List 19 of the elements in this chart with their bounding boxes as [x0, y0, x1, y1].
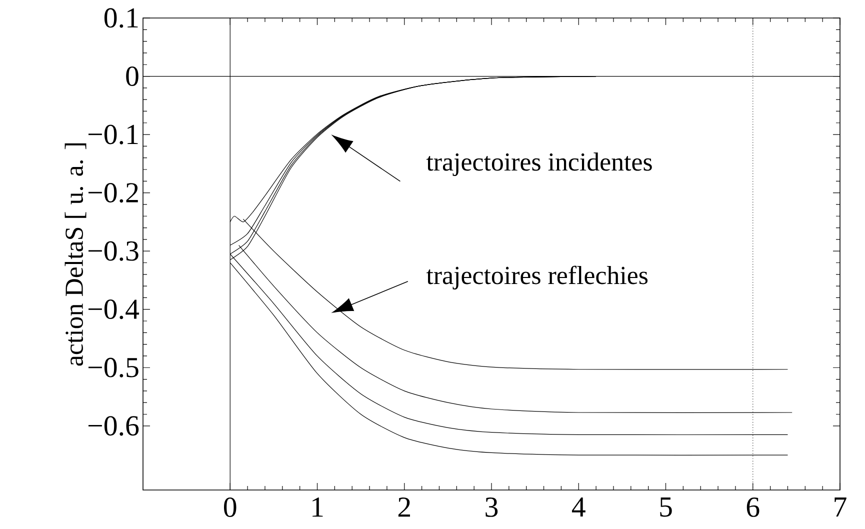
- y-tick-label: −0.1: [88, 124, 138, 144]
- y-axis-title: action DeltaS [ u. a. ]: [64, 143, 86, 366]
- annotation: trajectoires incidentes: [426, 152, 652, 176]
- x-tick-label: 2: [398, 498, 410, 517]
- y-tick-label: −0.3: [88, 241, 138, 261]
- y-tick-label: −0.4: [88, 300, 140, 320]
- x-tick-label: 6: [746, 498, 760, 517]
- annotation: trajectoires reflechies: [426, 266, 648, 290]
- x-tick-label: 7: [834, 498, 846, 516]
- x-tick-label: 3: [486, 498, 498, 517]
- x-tick-label: 4: [572, 498, 586, 517]
- x-tick-label: 1: [312, 498, 323, 517]
- y-tick-label: −0.5: [88, 358, 138, 378]
- y-tick-label: 0: [126, 66, 138, 86]
- y-tick-label: −0.2: [88, 182, 138, 203]
- x-tick-label: 5: [660, 498, 672, 517]
- x-tick-label: 0: [224, 498, 236, 518]
- y-tick-label: −0.6: [88, 416, 139, 436]
- y-tick-label: 0.1: [104, 8, 138, 28]
